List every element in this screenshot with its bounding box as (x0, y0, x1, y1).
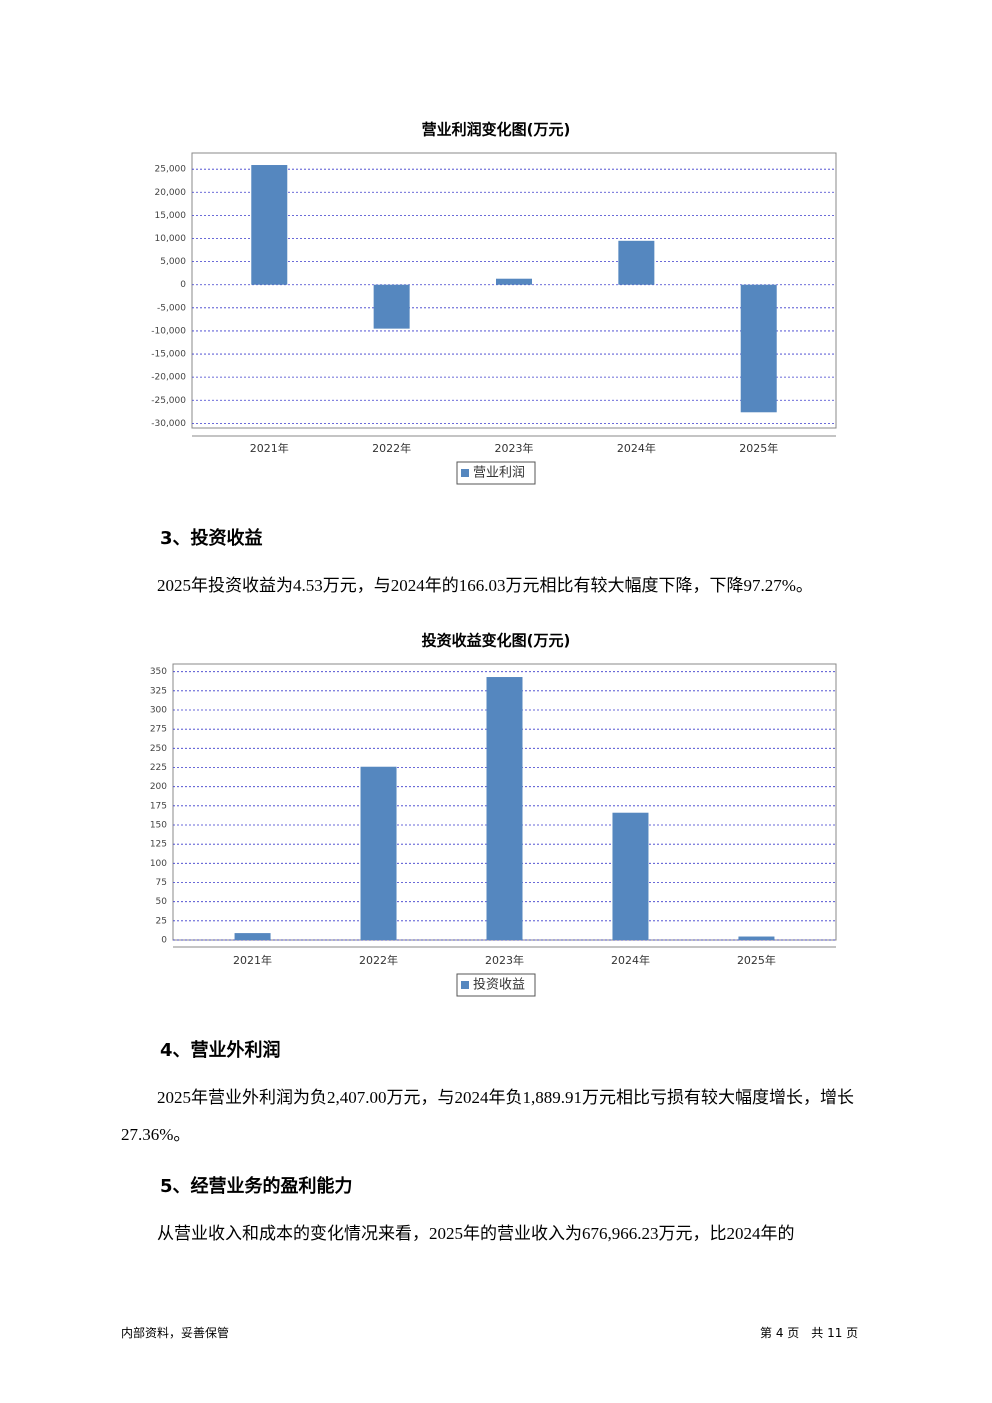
y-tick-label: 5,000 (160, 257, 186, 267)
y-tick-label: 250 (150, 744, 167, 754)
y-tick-label: 25,000 (155, 165, 187, 175)
y-tick-label: 25 (156, 916, 167, 926)
y-tick-label: 20,000 (155, 188, 187, 198)
x-tick-label: 2025年 (739, 441, 778, 455)
heading: 4、营业外利润 (160, 1040, 281, 1061)
y-tick-label: -10,000 (151, 326, 186, 336)
y-tick-label: 275 (150, 725, 167, 735)
y-tick-label: 100 (150, 859, 167, 869)
y-tick-label: -30,000 (151, 419, 186, 429)
x-tick-label: 2022年 (372, 441, 411, 455)
y-tick-label: 75 (156, 878, 167, 888)
heading: 5、经营业务的盈利能力 (160, 1176, 353, 1197)
x-tick-label: 2023年 (495, 441, 534, 455)
x-tick-label: 2024年 (617, 441, 656, 455)
y-tick-label: 15,000 (155, 211, 187, 221)
y-tick-label: 225 (150, 763, 167, 773)
legend-swatch (461, 469, 469, 477)
legend-label: 投资收益 (473, 977, 525, 993)
x-tick-label: 2025年 (737, 953, 776, 967)
y-tick-label: -5,000 (157, 303, 186, 313)
bar (738, 936, 775, 940)
legend-box (456, 973, 536, 997)
y-tick-label: 50 (156, 897, 168, 907)
bar (234, 933, 271, 940)
bar (251, 165, 288, 285)
x-tick-label: 2024年 (611, 953, 650, 967)
legend-box (456, 461, 536, 485)
y-tick-label: 125 (150, 840, 167, 850)
bar (496, 278, 532, 285)
y-tick-label: 0 (161, 936, 167, 946)
chart-title: 投资收益变化图(万元) (422, 632, 571, 650)
y-tick-label: 150 (150, 821, 167, 831)
bar (486, 677, 523, 940)
y-tick-label: 0 (180, 280, 186, 290)
y-tick-label: 325 (150, 686, 167, 696)
x-tick-label: 2021年 (233, 953, 272, 967)
legend-swatch (461, 981, 469, 989)
bar (618, 240, 655, 285)
y-tick-label: 300 (150, 706, 167, 716)
x-tick-label: 2022年 (359, 953, 398, 967)
heading: 3、投资收益 (160, 528, 263, 549)
paragraph: 2025年投资收益为4.53万元，与2024年的166.03万元相比有较大幅度下… (157, 576, 813, 595)
footer-left: 内部资料，妥善保管 (121, 1326, 230, 1340)
y-tick-label: -15,000 (151, 350, 186, 360)
chart-title: 营业利润变化图(万元) (422, 121, 571, 139)
bar (373, 284, 410, 329)
y-tick-label: 200 (150, 782, 167, 792)
y-tick-label: 175 (150, 801, 167, 811)
bar (740, 284, 777, 413)
y-tick-label: 10,000 (155, 234, 187, 244)
y-tick-label: -20,000 (151, 373, 186, 383)
y-tick-label: 350 (150, 667, 167, 677)
y-tick-label: -25,000 (151, 396, 186, 406)
paragraph: 2025年营业外利润为负2,407.00万元，与2024年负1,889.91万元… (121, 1088, 854, 1144)
x-tick-label: 2023年 (485, 953, 524, 967)
footer-right: 第 4 页 共 11 页 (760, 1326, 859, 1340)
x-tick-label: 2021年 (250, 441, 289, 455)
legend-label: 营业利润 (473, 466, 525, 481)
paragraph: 从营业收入和成本的变化情况来看，2025年的营业收入为676,966.23万元，… (157, 1224, 795, 1243)
bar (612, 812, 649, 940)
bar (360, 766, 397, 940)
plot-frame (191, 152, 837, 429)
